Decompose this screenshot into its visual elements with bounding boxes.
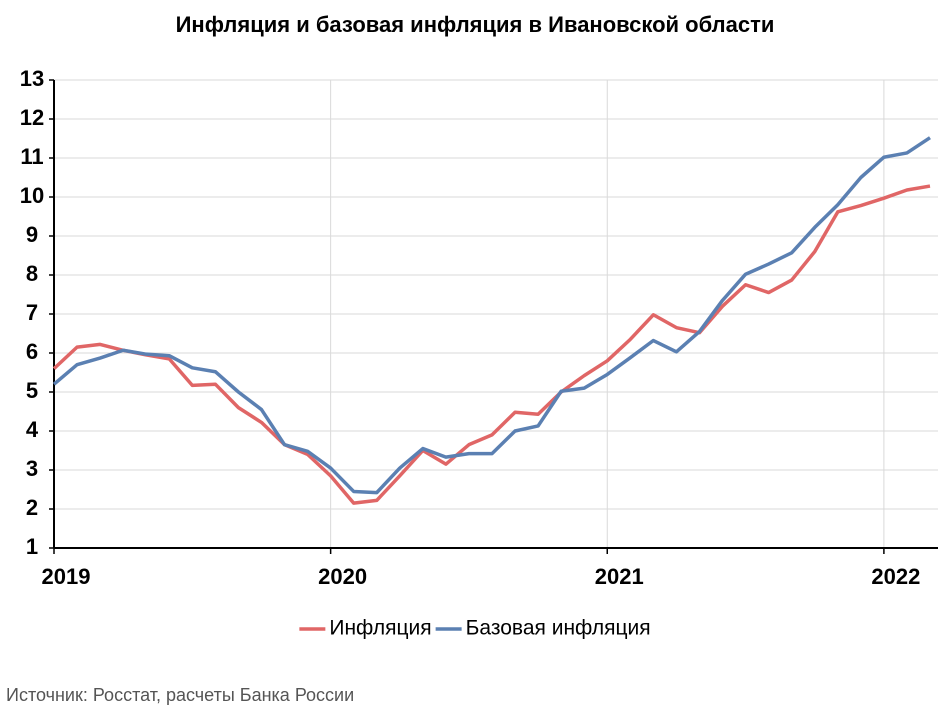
y-tick-label: 10: [20, 183, 44, 208]
source-note: Источник: Росстат, расчеты Банка России: [6, 685, 354, 705]
y-tick-label: 6: [26, 339, 38, 364]
y-tick-label: 2: [26, 495, 38, 520]
x-tick-label: 2020: [318, 564, 367, 589]
y-tick-label: 8: [26, 261, 38, 286]
y-tick-label: 12: [20, 105, 44, 130]
legend-label: Базовая инфляция: [466, 617, 651, 640]
x-tick-label: 2019: [42, 564, 91, 589]
y-tick-label: 5: [26, 378, 38, 403]
y-tick-label: 1: [26, 534, 38, 559]
y-tick-label: 3: [26, 456, 38, 481]
y-tick-label: 11: [20, 144, 43, 169]
series-line: [52, 184, 931, 505]
y-tick-label: 13: [20, 66, 44, 91]
y-tick-label: 4: [26, 417, 39, 442]
legend-label: Инфляция: [329, 617, 431, 640]
x-tick-label: 2022: [871, 564, 920, 589]
chart-title: Инфляция и базовая инфляция в Ивановской…: [176, 12, 775, 37]
y-tick-label: 9: [26, 222, 38, 247]
series-line: [52, 136, 931, 495]
x-tick-label: 2021: [595, 564, 644, 589]
y-tick-label: 7: [26, 300, 38, 325]
